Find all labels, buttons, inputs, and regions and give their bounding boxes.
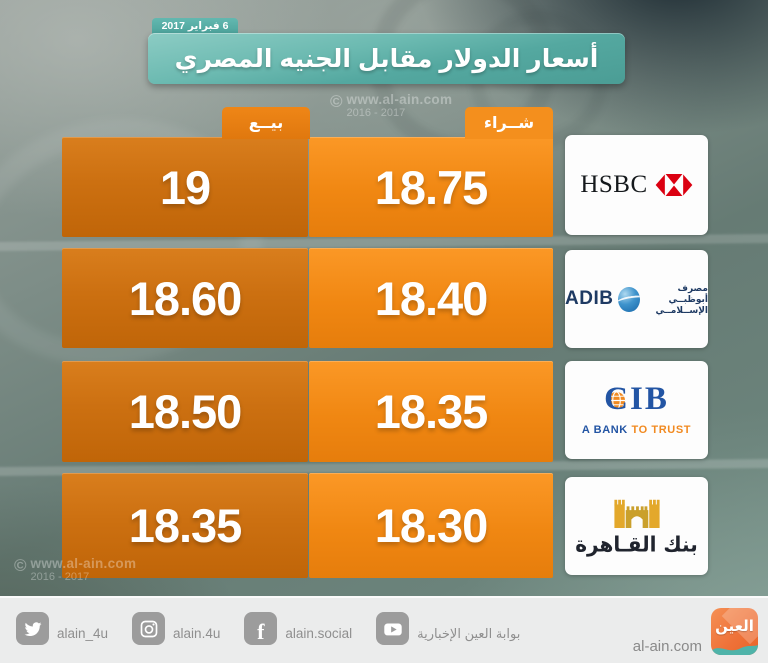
rate-cell-buy-cib: 18.35	[309, 361, 553, 462]
alain-logo[interactable]: العين	[711, 608, 758, 655]
youtube-icon[interactable]	[376, 612, 410, 645]
date-tab: 6 فبراير 2017	[152, 18, 238, 34]
cib-tagline-to-trust: TO TRUST	[631, 424, 692, 436]
sell-header-label: بيــع	[248, 115, 284, 132]
facebook-handle[interactable]: alain.social	[285, 626, 353, 641]
watermark-years: 2016 - 2017	[346, 107, 406, 119]
sell-rate-value: 19	[159, 160, 211, 214]
adib-arabic-line2: الإســلامــي	[655, 304, 708, 315]
social-item-instagram[interactable]: alain.4u	[132, 612, 220, 645]
page-title: أسعار الدولار مقابل الجنيه المصري	[174, 44, 599, 73]
rate-cell-buy-adib: 18.40	[309, 248, 553, 348]
site-url[interactable]: al-ain.com	[632, 638, 702, 655]
alain-logo-wave	[711, 645, 758, 655]
hsbc-logo-text: HSBC	[580, 171, 648, 198]
buy-rate-value: 18.30	[374, 499, 489, 552]
copyright-icon: ©	[14, 556, 27, 575]
cib-tagline-a-bank: A BANK	[581, 424, 628, 436]
hsbc-hexagon-icon	[655, 174, 692, 196]
rate-cell-buy-banque-du-caire: 18.30	[309, 473, 553, 578]
rate-cell-sell-banque-du-caire: 18.35	[62, 473, 308, 578]
rate-cell-sell-cib: 18.50	[62, 361, 308, 462]
social-links: alain_4u alain.4u f alain.social	[16, 612, 544, 645]
date-label: 6 فبراير 2017	[161, 20, 229, 32]
social-item-twitter[interactable]: alain_4u	[16, 612, 108, 645]
adib-logo-text: ADIB	[565, 288, 614, 309]
copyright-icon: ©	[330, 92, 343, 111]
instagram-icon[interactable]	[132, 612, 166, 645]
watermark-site: www.al-ain.com	[30, 556, 137, 571]
banque-du-caire-citadel-icon	[613, 499, 660, 528]
bank-card-banque-du-caire: بنك القـاهرة	[565, 477, 708, 575]
buy-header-label: شــراء	[483, 115, 535, 132]
buy-rate-value: 18.35	[374, 385, 489, 438]
footer-bar: alain_4u alain.4u f alain.social	[0, 596, 768, 663]
instagram-handle[interactable]: alain.4u	[173, 626, 221, 641]
title-banner: أسعار الدولار مقابل الجنيه المصري	[148, 33, 625, 84]
alain-logo-text: العين	[715, 618, 754, 635]
watermark-years: 2016 - 2017	[30, 571, 90, 583]
bank-card-adib: ADIB مصرف أبوظبــي الإســلامــي	[565, 250, 708, 348]
watermark-bottom: © www.al-ain.com 2016 - 2017	[14, 556, 137, 584]
youtube-handle[interactable]: بوابة العين الإخبارية	[417, 625, 521, 641]
sell-rate-value: 18.35	[128, 499, 243, 552]
watermark-top: © www.al-ain.com 2016 - 2017	[330, 92, 453, 120]
column-header-buy: شــراء	[465, 107, 553, 139]
rate-cell-sell-adib: 18.60	[62, 248, 308, 348]
adib-globe-icon	[618, 286, 641, 312]
sell-rate-value: 18.60	[128, 271, 243, 325]
buy-rate-value: 18.75	[374, 160, 489, 214]
twitter-handle[interactable]: alain_4u	[57, 626, 109, 641]
cib-logo-text: CIB	[604, 381, 669, 417]
sell-rate-value: 18.50	[128, 385, 243, 438]
social-item-youtube[interactable]: بوابة العين الإخبارية	[376, 612, 520, 645]
facebook-icon[interactable]: f	[244, 612, 278, 645]
column-header-sell: بيــع	[222, 107, 310, 139]
rate-cell-sell-hsbc: 19	[62, 137, 308, 237]
adib-arabic-line1: مصرف أبوظبــي	[668, 282, 708, 304]
cib-globe-icon	[608, 391, 626, 410]
social-item-facebook[interactable]: f alain.social	[244, 612, 352, 645]
rate-cell-buy-hsbc: 18.75	[309, 137, 553, 237]
bank-card-cib: CIB A BANK TO TRUST	[565, 361, 708, 459]
bank-card-hsbc: HSBC	[565, 135, 708, 235]
banque-du-caire-arabic-text: بنك القـاهرة	[575, 531, 698, 557]
buy-rate-value: 18.40	[374, 271, 489, 325]
twitter-icon[interactable]	[16, 612, 49, 645]
watermark-site: www.al-ain.com	[346, 92, 453, 107]
